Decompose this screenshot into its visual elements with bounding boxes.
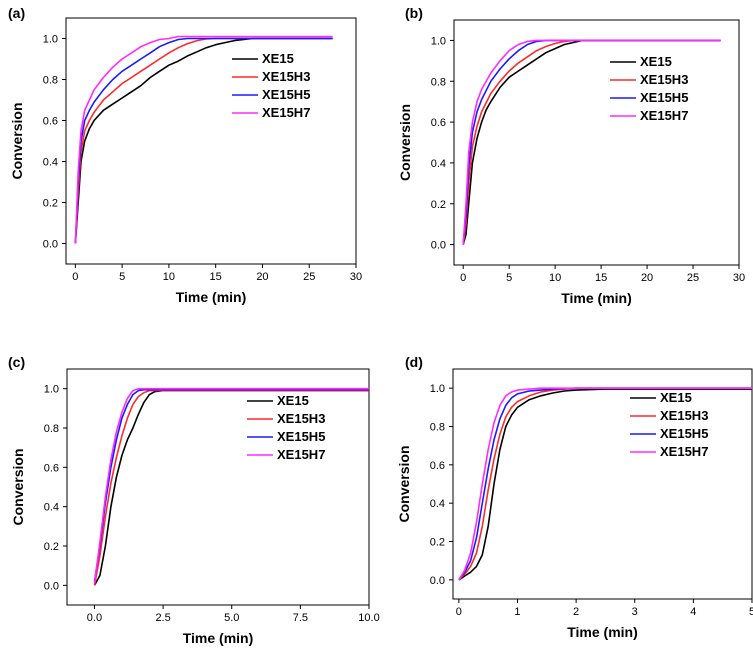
legend-entry: XE15H3 (660, 408, 708, 423)
y-tick-label: 1.0 (430, 383, 445, 395)
x-tick-label: 5 (119, 271, 125, 283)
y-axis-title: Conversion (10, 448, 26, 525)
series-line-xe15h3 (93, 389, 369, 586)
panel-label: (b) (405, 5, 423, 21)
x-axis-title: Time (min) (183, 630, 254, 646)
x-tick-label: 0 (72, 271, 78, 283)
x-tick-label: 25 (687, 272, 699, 284)
y-tick-label: 0.4 (431, 158, 446, 170)
x-tick-label: 25 (303, 271, 315, 283)
chart-panel-1: (b) 0 5 10 15 20 25 30 0.0 0.2 0.4 0.6 0.8 1.0 Time (m… (397, 5, 745, 306)
legend-entry: XE15H5 (640, 90, 688, 105)
y-tick-label: 0.2 (430, 537, 445, 549)
panel-label: (d) (405, 354, 423, 370)
y-axis-title: Conversion (9, 102, 25, 179)
x-axis-title: Time (min) (567, 624, 638, 640)
legend-entry: XE15H5 (277, 429, 325, 444)
y-tick-label: 0.4 (43, 157, 58, 169)
y-tick-label: 0.0 (44, 580, 59, 592)
x-tick-label: 30 (733, 272, 745, 284)
series-line-xe15h5 (74, 37, 333, 244)
x-tick-label: 5.0 (224, 612, 239, 624)
series-line-xe15h7 (458, 387, 752, 581)
series-line-xe15 (93, 389, 369, 586)
x-tick-label: 7.5 (293, 612, 308, 624)
legend-entry: XE15H3 (640, 72, 688, 87)
plot-frame (66, 368, 370, 606)
legend-entry: XE15H7 (262, 105, 310, 120)
y-tick-label: 0.8 (430, 422, 445, 434)
y-tick-label: 0.6 (44, 462, 59, 474)
series-line-xe15h5 (93, 388, 369, 582)
chart-panel-3: (d) 0 1 2 3 4 5 0.0 0.2 0.4 0.6 0.8 1.0 Time (min) Con… (396, 354, 753, 640)
x-tick-label: 30 (350, 271, 362, 283)
legend-entry: XE15 (660, 390, 692, 405)
y-axis-title: Conversion (397, 104, 413, 181)
y-tick-label: 0.6 (43, 116, 58, 128)
legend-entry: XE15H5 (262, 87, 310, 102)
y-tick-label: 0.4 (44, 502, 59, 514)
y-tick-label: 0.8 (431, 76, 446, 88)
x-axis-title: Time (min) (176, 289, 247, 305)
x-tick-label: 0 (456, 606, 462, 618)
y-tick-label: 1.0 (44, 384, 59, 396)
x-tick-label: 3 (632, 606, 638, 618)
series-line-xe15h7 (93, 387, 369, 584)
y-tick-label: 1.0 (431, 35, 446, 47)
plot-frame (65, 17, 357, 265)
legend-entry: XE15 (262, 51, 294, 66)
chart-panel-0: (a) 0 5 10 15 20 25 30 0.0 0.2 0.4 0.6 0.8 1.0 Time (m… (8, 5, 362, 305)
y-tick-label: 0.8 (44, 423, 59, 435)
legend-entry: XE15H7 (640, 108, 688, 123)
y-tick-label: 0.4 (430, 498, 445, 510)
legend-entry: XE15H3 (277, 411, 325, 426)
chart-panel-2: (c) 0.0 2.5 5.0 7.5 10.0 0.0 0.2 0.4 0.6 0.8 1.0 Tim… (8, 354, 380, 646)
x-tick-label: 10.0 (358, 612, 379, 624)
x-tick-label: 10 (549, 272, 561, 284)
x-tick-label: 20 (641, 272, 653, 284)
x-tick-label: 1 (514, 606, 520, 618)
series-line-xe15h7 (462, 39, 721, 245)
series-line-xe15h7 (74, 35, 333, 244)
y-tick-label: 0.8 (43, 75, 58, 87)
x-tick-label: 2.5 (155, 612, 170, 624)
legend-entry: XE15H5 (660, 426, 708, 441)
legend-entry: XE15H7 (277, 447, 325, 462)
y-tick-label: 0.6 (431, 117, 446, 129)
y-tick-label: 0.2 (44, 541, 59, 553)
x-tick-label: 4 (690, 606, 696, 618)
y-axis-title: Conversion (396, 445, 412, 522)
x-tick-label: 0.0 (87, 612, 102, 624)
y-tick-label: 0.0 (431, 240, 446, 252)
legend-entry: XE15 (277, 393, 309, 408)
legend-entry: XE15 (640, 54, 672, 69)
plot-frame (452, 368, 753, 600)
y-tick-label: 0.6 (430, 460, 445, 472)
x-tick-label: 2 (573, 606, 579, 618)
x-tick-label: 10 (163, 271, 175, 283)
legend-entry: XE15H3 (262, 69, 310, 84)
panel-label: (c) (8, 354, 25, 370)
series-line-xe15 (458, 388, 752, 581)
x-tick-label: 5 (749, 606, 753, 618)
x-tick-label: 5 (506, 272, 512, 284)
legend-entry: XE15H7 (660, 444, 708, 459)
y-tick-label: 0.0 (430, 575, 445, 587)
y-tick-label: 1.0 (43, 34, 58, 46)
x-axis-title: Time (min) (561, 290, 632, 306)
y-tick-label: 0.2 (43, 198, 58, 210)
y-tick-label: 0.2 (431, 199, 446, 211)
x-tick-label: 20 (256, 271, 268, 283)
panel-label: (a) (8, 5, 25, 21)
x-tick-label: 15 (595, 272, 607, 284)
y-tick-label: 0.0 (43, 239, 58, 251)
x-tick-label: 15 (210, 271, 222, 283)
x-tick-label: 0 (460, 272, 466, 284)
plot-frame (453, 19, 740, 266)
